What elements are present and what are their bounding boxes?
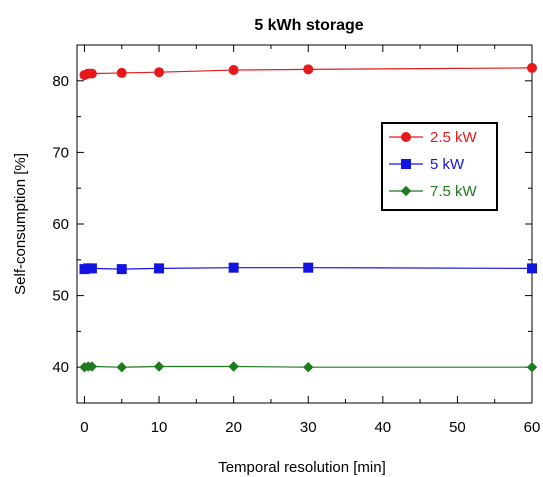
legend-swatch-marker xyxy=(400,185,412,197)
y-axis: 40 50 60 70 80 xyxy=(52,44,532,404)
y-tick-label: 40 xyxy=(52,359,69,376)
x-tick-label: 10 xyxy=(151,419,168,436)
x-axis-title: Temporal resolution [min] xyxy=(218,459,386,476)
plot-area-frame xyxy=(76,44,533,404)
data-point xyxy=(86,263,97,274)
chart-title: 5 kWh storage xyxy=(254,17,363,34)
data-point xyxy=(303,361,314,373)
x-tick-label: 30 xyxy=(300,419,317,436)
x-tick-label: 0 xyxy=(80,419,88,436)
x-tick-label: 60 xyxy=(524,419,541,436)
data-point xyxy=(228,65,239,76)
data-point xyxy=(86,68,97,79)
data-point xyxy=(154,67,165,78)
legend-swatch-marker xyxy=(401,132,411,142)
data-point xyxy=(228,262,239,273)
data-point xyxy=(116,361,127,373)
data-point xyxy=(116,264,127,275)
legend-label: 7.5 kW xyxy=(430,183,478,200)
y-tick-label: 70 xyxy=(52,144,69,161)
legend-swatch-marker xyxy=(401,159,411,169)
data-point xyxy=(526,361,538,373)
data-point xyxy=(303,64,314,75)
series-1 xyxy=(79,62,537,81)
x-tick-label: 20 xyxy=(225,419,242,436)
data-point xyxy=(86,361,98,372)
y-axis-title: Self-consumption [%] xyxy=(12,153,29,295)
series-layer xyxy=(79,62,538,373)
data-point xyxy=(303,262,314,273)
data-point xyxy=(228,361,239,372)
legend-label: 2.5 kW xyxy=(430,129,478,146)
legend: 2.5 kW 5 kW 7.5 kW xyxy=(381,122,498,211)
data-point xyxy=(527,263,537,274)
x-tick-label: 40 xyxy=(374,419,391,436)
y-tick-label: 50 xyxy=(52,288,69,305)
data-point xyxy=(527,62,537,73)
x-axis: 0 10 20 30 40 50 60 xyxy=(80,45,540,436)
data-point xyxy=(153,361,165,372)
series-3 xyxy=(79,361,538,373)
series-2 xyxy=(79,262,537,275)
data-point xyxy=(116,67,127,78)
y-tick-label: 60 xyxy=(52,216,69,233)
y-tick-label: 80 xyxy=(52,73,69,90)
legend-label: 5 kW xyxy=(430,156,465,173)
data-point xyxy=(154,263,165,274)
x-tick-label: 50 xyxy=(449,419,466,436)
